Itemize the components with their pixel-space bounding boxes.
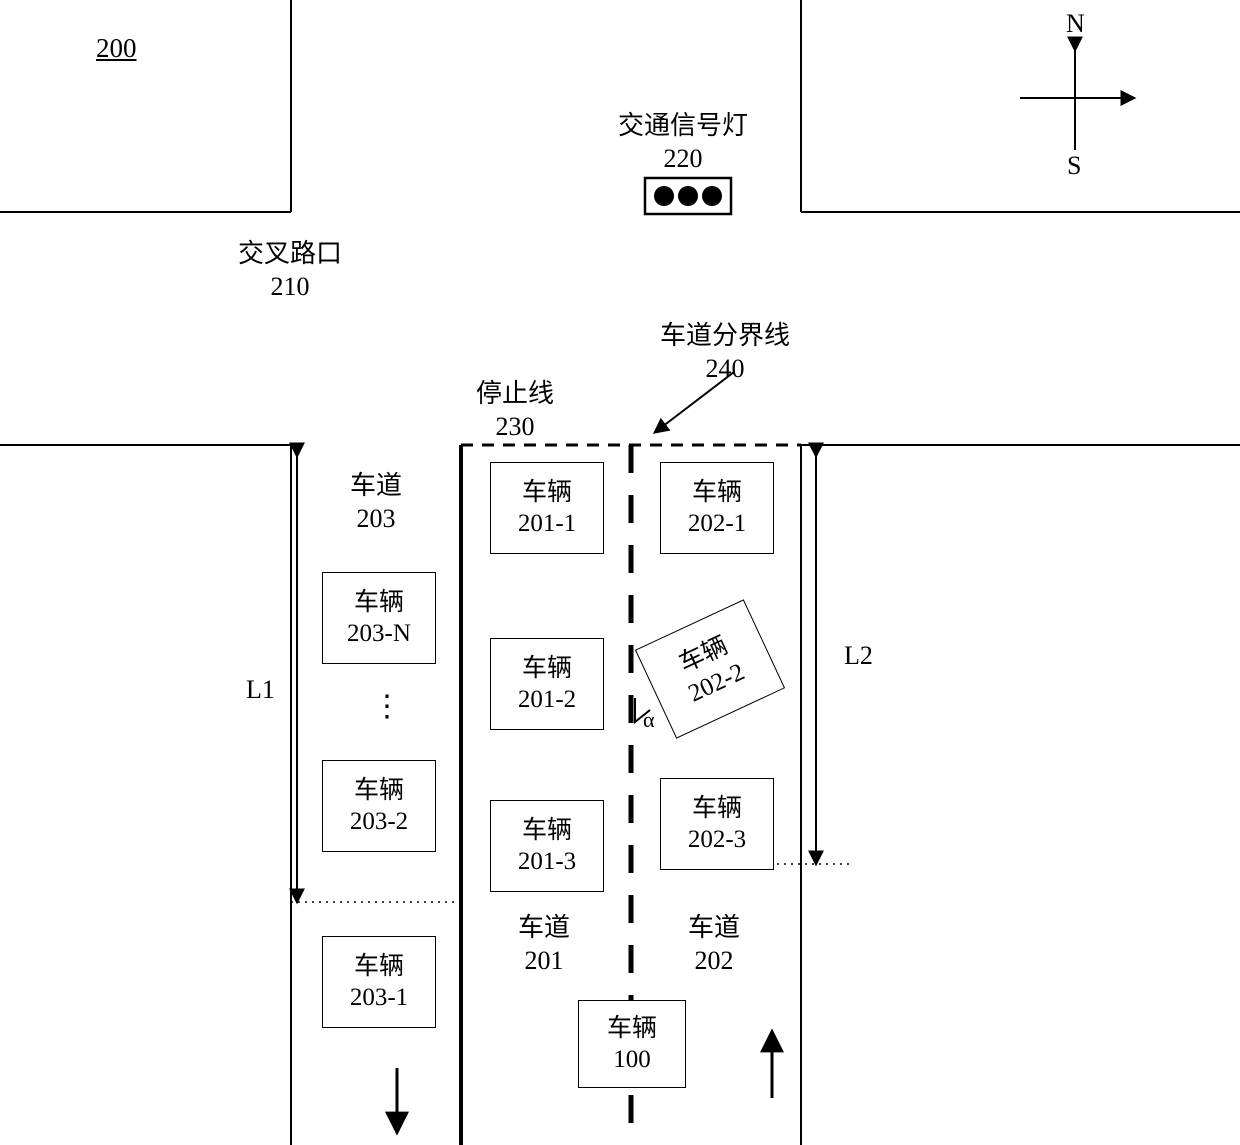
traffic-light-title: 交通信号灯 [618,111,748,140]
lane-202-label: 车道 202 [688,912,740,977]
vehicle-201-1: 车辆 201-1 [490,462,604,554]
vehicle-203-n: 车辆 203-N [322,572,436,664]
vehicle-202-2: 车辆 202-2 [635,599,785,739]
vehicle-203-2-l2: 203-2 [350,806,408,837]
l1-label: L1 [246,674,275,707]
vehicle-202-1: 车辆 202-1 [660,462,774,554]
compass-s: S [1067,150,1081,183]
lane-201-title: 车道 [518,913,570,942]
intersection-label: 交叉路口 210 [238,238,342,303]
l2-label: L2 [844,640,873,673]
traffic-light-label: 交通信号灯 220 [618,110,748,175]
vehicle-203-1: 车辆 203-1 [322,936,436,1028]
stopline-title: 停止线 [476,379,554,408]
laneline-label: 车道分界线 240 [660,320,790,385]
intersection-id: 210 [271,272,310,301]
vehicle-202-3-l1: 车辆 [692,793,742,824]
vehicle-201-3-l1: 车辆 [522,815,572,846]
figure-number: 200 [96,32,137,66]
vehicle-201-2: 车辆 201-2 [490,638,604,730]
vehicle-202-3: 车辆 202-3 [660,778,774,870]
alpha-label: α [643,706,655,734]
compass-n: N [1066,8,1085,41]
vehicle-203-n-l1: 车辆 [354,587,404,618]
stopline-id: 230 [496,412,535,441]
vehicle-100-l1: 车辆 [607,1013,657,1044]
vehicle-203-1-l1: 车辆 [354,951,404,982]
ellipsis-icon: ⋮ [372,688,404,726]
lane-201-label: 车道 201 [518,912,570,977]
intersection-title: 交叉路口 [238,239,342,268]
vehicle-100: 车辆 100 [578,1000,686,1088]
vehicle-202-1-l2: 202-1 [688,508,746,539]
stopline-label: 停止线 230 [476,378,554,443]
vehicle-201-2-l2: 201-2 [518,684,576,715]
vehicle-201-2-l1: 车辆 [522,653,572,684]
lane-203-id: 203 [357,504,396,533]
vehicle-201-3-l2: 201-3 [518,846,576,877]
vehicle-202-3-l2: 202-3 [688,824,746,855]
diagram-canvas: 200 N S 交通信号灯 220 交叉路口 210 停止线 230 车道分界线… [0,0,1240,1145]
vehicle-201-1-l1: 车辆 [522,477,572,508]
laneline-title: 车道分界线 [660,321,790,350]
traffic-light-id: 220 [664,144,703,173]
vehicle-203-2-l1: 车辆 [354,775,404,806]
lane-203-label: 车道 203 [350,470,402,535]
vehicle-201-1-l2: 201-1 [518,508,576,539]
vehicle-203-2: 车辆 203-2 [322,760,436,852]
lane-201-id: 201 [525,946,564,975]
lane-202-title: 车道 [688,913,740,942]
vehicle-100-l2: 100 [613,1044,651,1075]
lane-203-title: 车道 [350,471,402,500]
lane-202-id: 202 [695,946,734,975]
vehicle-201-3: 车辆 201-3 [490,800,604,892]
laneline-id: 240 [660,353,790,386]
vehicle-202-1-l1: 车辆 [692,477,742,508]
vehicle-203-n-l2: 203-N [347,618,411,649]
vehicle-203-1-l2: 203-1 [350,982,408,1013]
